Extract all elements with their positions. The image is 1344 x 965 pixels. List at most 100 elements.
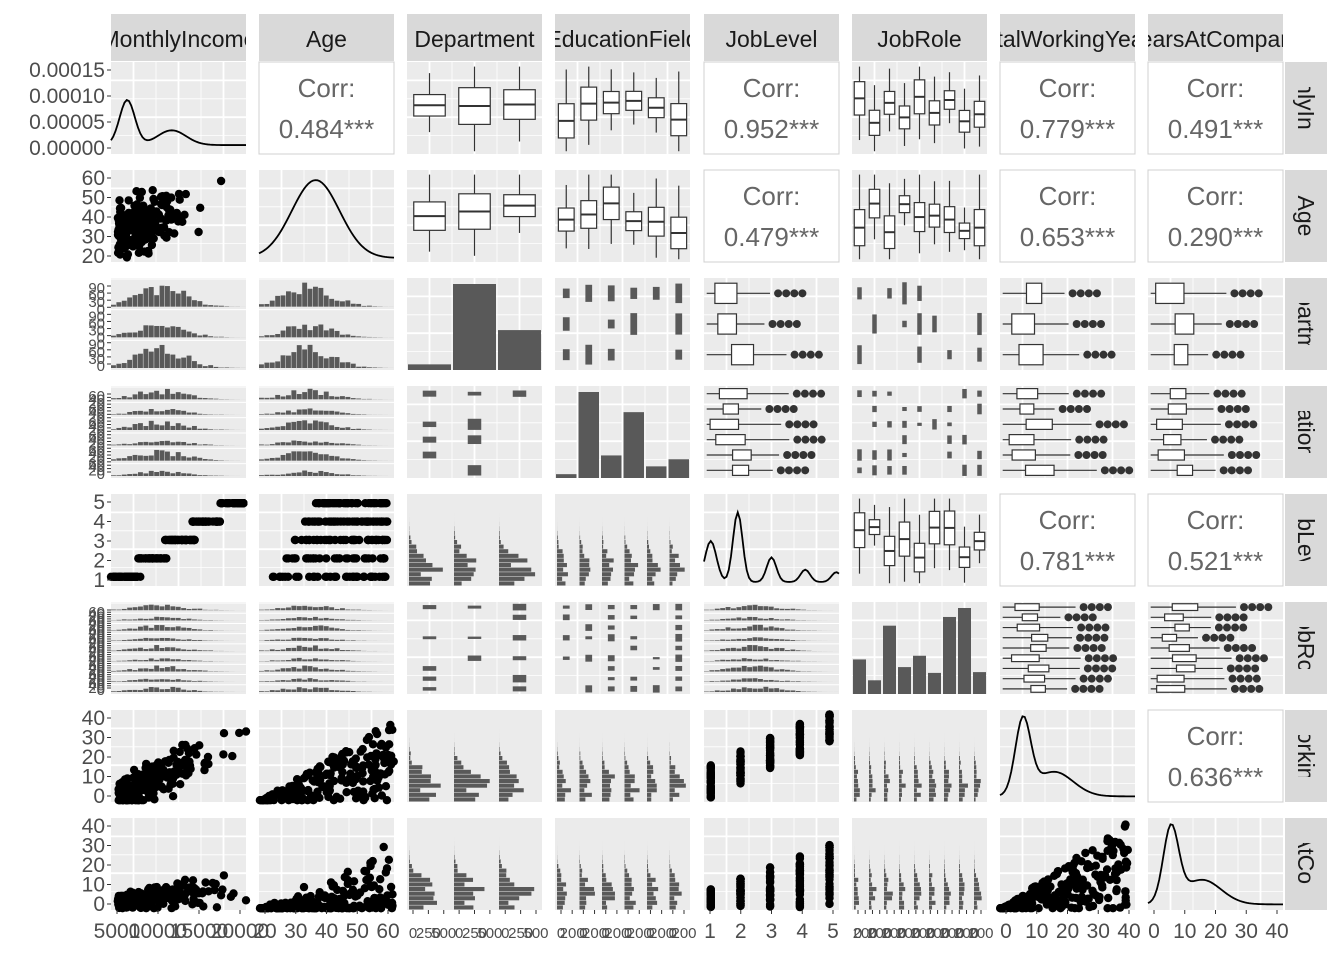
box-outlier [793, 320, 801, 328]
strip-right-label: Age [1293, 196, 1319, 237]
hist-bar [281, 474, 286, 476]
hist-bar [726, 660, 731, 661]
hist-bar [720, 619, 725, 620]
scatter-point [174, 217, 182, 225]
hist-bar [625, 554, 632, 558]
hist-bar [203, 414, 208, 415]
tile [857, 467, 862, 473]
tile [902, 407, 907, 411]
scatter-point [342, 788, 350, 796]
hist-bar [647, 581, 654, 585]
hist-bar [149, 648, 154, 651]
scatter-point [707, 777, 715, 785]
hist-bar [959, 761, 961, 765]
scatter-point [339, 887, 347, 895]
hist-bar [335, 412, 340, 415]
hist-bar [138, 442, 143, 445]
scatter-point [825, 847, 833, 855]
panel-MonthlyIncome-YearsAtCompany: Corr:0.491*** [1148, 62, 1283, 154]
hist-bar [557, 756, 558, 760]
scatter-point [373, 730, 381, 738]
hist-bar [499, 784, 514, 788]
hist-bar [499, 901, 508, 905]
hist-bar [499, 568, 531, 572]
box-outlier [1252, 654, 1260, 662]
hist-bar [187, 332, 192, 338]
hist-bar [670, 864, 671, 868]
tile [932, 316, 937, 333]
hist-bar [133, 639, 138, 641]
hist-bar [580, 540, 582, 544]
hist-bar [670, 558, 676, 562]
hist-bar [203, 475, 208, 476]
hist-bar [899, 774, 902, 778]
hist-bar [329, 425, 334, 430]
hist-bar [499, 797, 508, 801]
hist-bar [356, 475, 361, 476]
strip-top-label: EducationField [546, 26, 698, 52]
box-outlier [1232, 613, 1240, 621]
hist-bar [176, 410, 181, 414]
tile [513, 686, 527, 691]
hist-bar [747, 605, 752, 610]
hist-bar [133, 607, 138, 610]
hist-bar [854, 797, 856, 801]
hist-bar [409, 558, 426, 562]
tile [513, 675, 527, 682]
hist-bar [709, 620, 714, 621]
hist-bar [264, 610, 269, 611]
hist-bar [133, 660, 138, 662]
tile [887, 288, 892, 298]
hist-bar [165, 627, 170, 631]
scatter-point [366, 777, 374, 785]
hist-bar [780, 609, 785, 610]
tile [872, 406, 877, 412]
hist-bar [308, 607, 313, 611]
hist-bar [796, 671, 801, 672]
scatter-point [352, 554, 360, 562]
hist-bar [291, 292, 296, 306]
bar [898, 667, 911, 694]
box-outlier [774, 289, 782, 297]
hist-bar [335, 427, 340, 430]
tile [902, 453, 907, 457]
hist-bar [869, 793, 872, 797]
hist-bar [154, 326, 159, 337]
box [1169, 645, 1189, 652]
hist-bar [281, 680, 286, 682]
box [1175, 314, 1194, 334]
hist-bar [138, 411, 143, 415]
scatter-point [204, 753, 212, 761]
hist-bar [715, 660, 720, 661]
hist-bar [122, 475, 127, 476]
box-outlier [1213, 390, 1221, 398]
box [1009, 435, 1034, 445]
hist-bar [219, 337, 224, 338]
hist-bar [914, 761, 915, 765]
scatter-point [204, 887, 212, 895]
hist-bar [884, 887, 887, 891]
box-outlier [1100, 634, 1108, 642]
panel-TotalWorkingYears-Age [256, 710, 398, 804]
hist-bar [122, 609, 127, 610]
hist-bar [959, 765, 960, 769]
box-outlier [769, 320, 777, 328]
box-outlier [1097, 390, 1105, 398]
hist-bar [138, 354, 143, 368]
box-outlier [1082, 644, 1090, 652]
panel-JobLevel-EducationField [555, 494, 690, 586]
hist-bar [270, 335, 275, 337]
tile [932, 419, 937, 429]
hist-bar [801, 610, 806, 611]
hist-bar [302, 638, 307, 641]
hist-bar [647, 873, 650, 877]
hist-bar [345, 620, 350, 621]
scatter-point [115, 196, 123, 204]
hist-bar [291, 690, 296, 692]
panel-EducationField-YearsAtCompany [1148, 386, 1283, 478]
hist-bar [335, 648, 340, 651]
scatter-point [189, 876, 197, 884]
hist-bar [345, 300, 350, 306]
hist-bar [753, 617, 758, 620]
hist-bar [869, 892, 873, 896]
